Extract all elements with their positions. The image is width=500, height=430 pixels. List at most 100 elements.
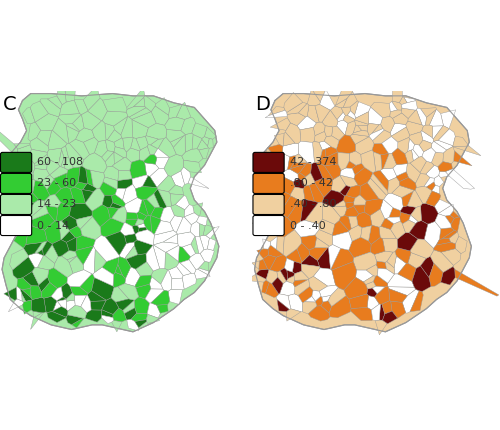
Polygon shape <box>431 141 446 153</box>
Polygon shape <box>191 236 199 254</box>
Polygon shape <box>439 172 450 178</box>
FancyBboxPatch shape <box>0 152 32 172</box>
Polygon shape <box>266 282 279 298</box>
Polygon shape <box>176 196 190 210</box>
Polygon shape <box>90 170 104 188</box>
Polygon shape <box>166 246 179 261</box>
Polygon shape <box>245 274 266 282</box>
Polygon shape <box>368 123 380 135</box>
Polygon shape <box>112 194 126 207</box>
Polygon shape <box>155 98 170 115</box>
Polygon shape <box>113 308 126 322</box>
Polygon shape <box>382 311 398 324</box>
Polygon shape <box>146 136 158 145</box>
Polygon shape <box>176 217 192 234</box>
Polygon shape <box>402 220 415 233</box>
Polygon shape <box>404 97 416 103</box>
Polygon shape <box>386 262 394 274</box>
Polygon shape <box>350 307 372 321</box>
Polygon shape <box>188 177 208 188</box>
Text: .40 - .80: .40 - .80 <box>290 200 336 209</box>
Polygon shape <box>48 130 68 150</box>
Polygon shape <box>292 261 302 273</box>
Polygon shape <box>184 213 199 224</box>
Polygon shape <box>102 111 128 126</box>
Polygon shape <box>424 178 434 187</box>
Polygon shape <box>336 74 352 105</box>
Polygon shape <box>304 296 316 302</box>
Polygon shape <box>52 118 69 144</box>
Polygon shape <box>367 288 378 297</box>
Polygon shape <box>32 297 46 313</box>
Polygon shape <box>72 318 84 328</box>
Polygon shape <box>408 138 414 151</box>
Polygon shape <box>422 125 432 138</box>
Polygon shape <box>52 307 68 317</box>
Polygon shape <box>33 169 50 181</box>
Polygon shape <box>138 227 147 232</box>
Polygon shape <box>70 286 88 295</box>
Polygon shape <box>120 222 134 236</box>
Polygon shape <box>164 117 184 131</box>
Polygon shape <box>135 319 146 328</box>
Polygon shape <box>199 148 209 159</box>
Polygon shape <box>136 136 148 150</box>
FancyBboxPatch shape <box>0 194 32 215</box>
Polygon shape <box>113 272 126 287</box>
Polygon shape <box>348 216 358 229</box>
Polygon shape <box>82 184 97 192</box>
Polygon shape <box>41 283 58 298</box>
Polygon shape <box>372 143 388 155</box>
Polygon shape <box>284 132 295 146</box>
Polygon shape <box>140 146 150 161</box>
Polygon shape <box>426 191 441 206</box>
Polygon shape <box>104 166 118 181</box>
Polygon shape <box>102 195 113 208</box>
Polygon shape <box>387 252 396 268</box>
Polygon shape <box>208 138 214 148</box>
Polygon shape <box>168 267 183 279</box>
Polygon shape <box>420 256 434 278</box>
Polygon shape <box>6 162 18 175</box>
Polygon shape <box>301 255 320 267</box>
Polygon shape <box>94 249 106 273</box>
Polygon shape <box>314 122 325 136</box>
Polygon shape <box>372 124 383 134</box>
Polygon shape <box>280 268 287 281</box>
Polygon shape <box>300 163 312 177</box>
Polygon shape <box>446 169 474 189</box>
Polygon shape <box>382 239 398 252</box>
Polygon shape <box>308 276 328 291</box>
Polygon shape <box>294 271 309 280</box>
Polygon shape <box>297 116 316 130</box>
Polygon shape <box>70 187 86 203</box>
Polygon shape <box>112 157 132 170</box>
Polygon shape <box>408 190 422 207</box>
Polygon shape <box>192 123 207 138</box>
Polygon shape <box>314 178 332 197</box>
Polygon shape <box>200 249 214 262</box>
Polygon shape <box>190 221 200 237</box>
Polygon shape <box>438 129 456 146</box>
Polygon shape <box>274 216 294 237</box>
Polygon shape <box>12 191 18 206</box>
Polygon shape <box>254 94 472 332</box>
Polygon shape <box>66 315 83 325</box>
Polygon shape <box>283 178 294 195</box>
Polygon shape <box>340 175 358 187</box>
Polygon shape <box>157 176 176 192</box>
Polygon shape <box>2 94 219 332</box>
Polygon shape <box>322 295 331 302</box>
Polygon shape <box>146 194 160 208</box>
Polygon shape <box>85 188 104 211</box>
Polygon shape <box>114 138 124 149</box>
Polygon shape <box>182 244 196 257</box>
Polygon shape <box>50 166 68 179</box>
Polygon shape <box>324 164 341 179</box>
Polygon shape <box>262 239 270 249</box>
Polygon shape <box>122 184 138 204</box>
Polygon shape <box>344 206 359 217</box>
Polygon shape <box>337 112 345 122</box>
Polygon shape <box>74 182 87 190</box>
Polygon shape <box>174 135 185 156</box>
